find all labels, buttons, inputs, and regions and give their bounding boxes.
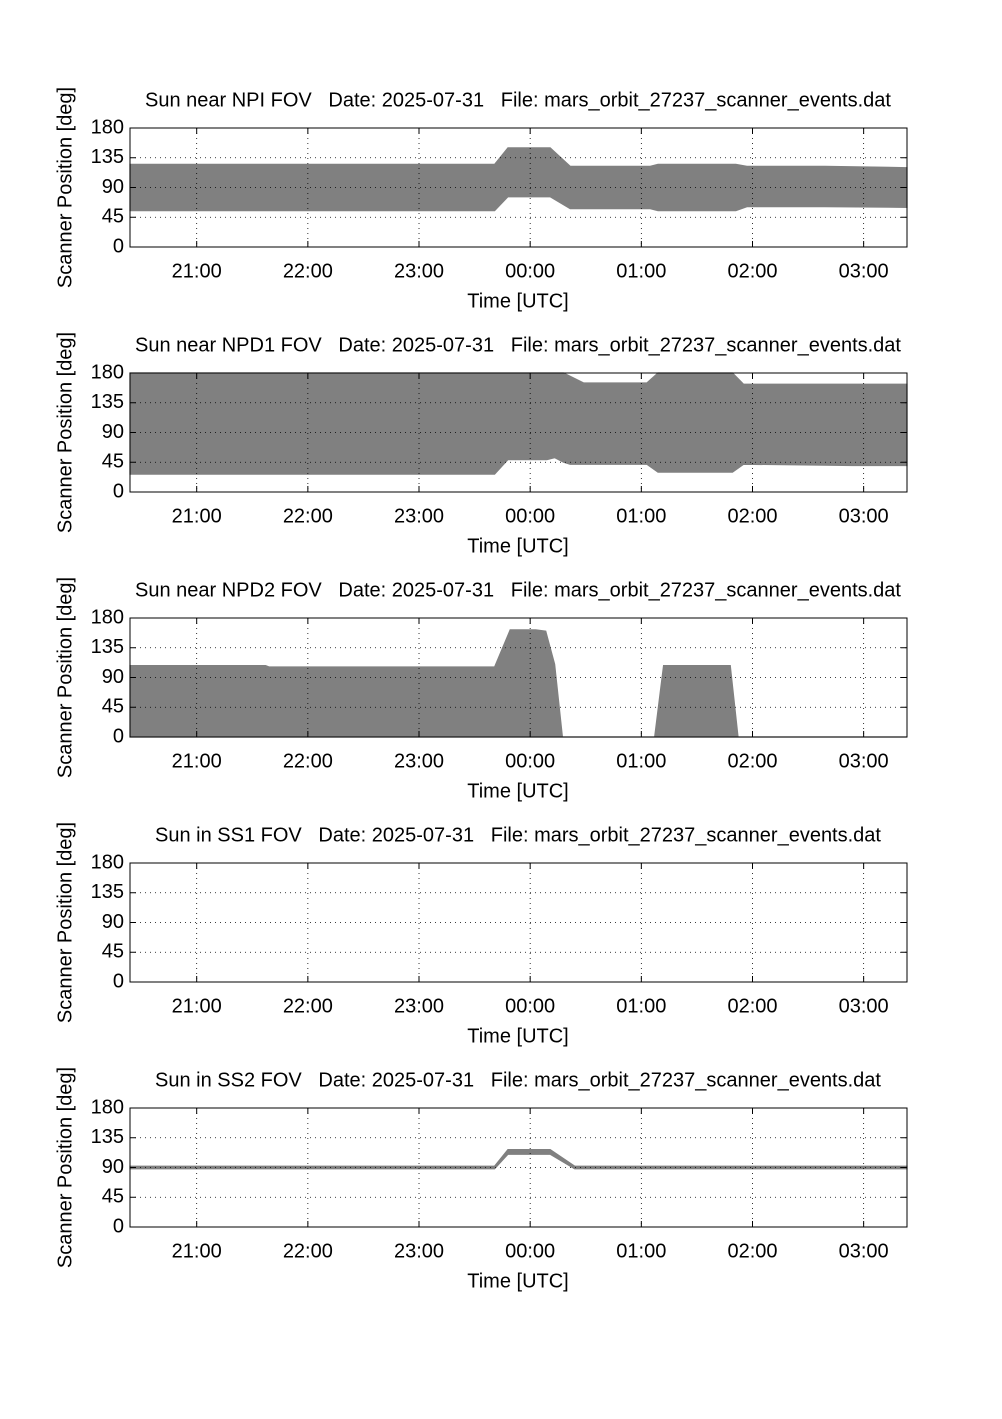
y-tick-label: 135 — [91, 146, 124, 168]
y-tick-label: 180 — [91, 606, 124, 628]
x-tick-label: 02:00 — [727, 995, 777, 1017]
y-tick-label: 45 — [102, 941, 124, 963]
x-tick-label: 03:00 — [839, 750, 889, 772]
x-tick-label: 02:00 — [727, 1240, 777, 1262]
panel: Sun near NPD1 FOV Date: 2025-07-31 File:… — [54, 332, 908, 557]
x-tick-label: 22:00 — [283, 750, 333, 772]
y-tick-label: 90 — [102, 911, 124, 933]
x-tick-label: 22:00 — [283, 995, 333, 1017]
y-tick-label: 180 — [91, 361, 124, 383]
panel: Sun near NPI FOV Date: 2025-07-31 File: … — [54, 87, 908, 312]
x-tick-label: 00:00 — [505, 505, 555, 527]
x-tick-label: 01:00 — [616, 995, 666, 1017]
x-tick-label: 03:00 — [839, 505, 889, 527]
x-tick-label: 23:00 — [394, 995, 444, 1017]
y-tick-label: 45 — [102, 206, 124, 228]
x-tick-label: 01:00 — [616, 505, 666, 527]
x-tick-label: 22:00 — [283, 1240, 333, 1262]
x-tick-label: 01:00 — [616, 750, 666, 772]
x-tick-label: 21:00 — [172, 1240, 222, 1262]
x-axis-label: Time [UTC] — [467, 1270, 568, 1292]
y-tick-label: 90 — [102, 666, 124, 688]
panel-title: Sun in SS1 FOV Date: 2025-07-31 File: ma… — [155, 824, 881, 846]
x-tick-label: 02:00 — [727, 750, 777, 772]
y-tick-label: 180 — [91, 851, 124, 873]
x-tick-label: 23:00 — [394, 1240, 444, 1262]
x-tick-label: 03:00 — [839, 995, 889, 1017]
y-tick-label: 135 — [91, 881, 124, 903]
x-tick-label: 00:00 — [505, 750, 555, 772]
panel: Sun near NPD2 FOV Date: 2025-07-31 File:… — [54, 577, 908, 802]
y-tick-label: 45 — [102, 451, 124, 473]
scanner-band — [129, 1149, 908, 1170]
x-tick-label: 02:00 — [727, 505, 777, 527]
panel-title: Sun in SS2 FOV Date: 2025-07-31 File: ma… — [155, 1069, 881, 1091]
scanner-band — [129, 372, 908, 475]
y-tick-label: 135 — [91, 1126, 124, 1148]
x-tick-label: 21:00 — [172, 505, 222, 527]
x-tick-label: 23:00 — [394, 505, 444, 527]
plot-frame — [129, 127, 908, 248]
y-tick-label: 135 — [91, 636, 124, 658]
y-tick-label: 45 — [102, 696, 124, 718]
y-axis-label: Scanner Position [deg] — [54, 332, 76, 533]
x-tick-label: 03:00 — [839, 1240, 889, 1262]
y-axis-label: Scanner Position [deg] — [54, 87, 76, 288]
x-tick-label: 22:00 — [283, 260, 333, 282]
y-axis-label: Scanner Position [deg] — [54, 1067, 76, 1268]
x-axis-label: Time [UTC] — [467, 290, 568, 312]
x-tick-label: 22:00 — [283, 505, 333, 527]
y-axis-label: Scanner Position [deg] — [54, 822, 76, 1023]
y-tick-label: 0 — [113, 480, 124, 502]
panel-title: Sun near NPD2 FOV Date: 2025-07-31 File:… — [135, 579, 901, 601]
y-tick-label: 180 — [91, 116, 124, 138]
x-tick-label: 00:00 — [505, 1240, 555, 1262]
y-tick-label: 135 — [91, 391, 124, 413]
y-axis-label: Scanner Position [deg] — [54, 577, 76, 778]
x-tick-label: 23:00 — [394, 750, 444, 772]
x-axis-label: Time [UTC] — [467, 1025, 568, 1047]
y-tick-label: 90 — [102, 1156, 124, 1178]
y-tick-label: 90 — [102, 176, 124, 198]
panel-title: Sun near NPD1 FOV Date: 2025-07-31 File:… — [135, 334, 901, 356]
panel-title: Sun near NPI FOV Date: 2025-07-31 File: … — [145, 89, 891, 111]
scanner-band — [129, 629, 907, 738]
x-tick-label: 21:00 — [172, 995, 222, 1017]
y-tick-label: 0 — [113, 1215, 124, 1237]
y-tick-label: 180 — [91, 1096, 124, 1118]
x-tick-label: 00:00 — [505, 995, 555, 1017]
y-tick-label: 0 — [113, 970, 124, 992]
x-tick-label: 21:00 — [172, 260, 222, 282]
x-tick-label: 01:00 — [616, 260, 666, 282]
plot-frame — [129, 617, 908, 738]
x-axis-label: Time [UTC] — [467, 780, 568, 802]
x-tick-label: 02:00 — [727, 260, 777, 282]
y-tick-label: 0 — [113, 235, 124, 257]
x-tick-label: 01:00 — [616, 1240, 666, 1262]
panel: Sun in SS1 FOV Date: 2025-07-31 File: ma… — [54, 822, 908, 1047]
x-tick-label: 21:00 — [172, 750, 222, 772]
plot-frame — [129, 1107, 908, 1228]
y-tick-label: 90 — [102, 421, 124, 443]
panel: Sun in SS2 FOV Date: 2025-07-31 File: ma… — [54, 1067, 908, 1292]
y-tick-label: 0 — [113, 725, 124, 747]
scanner-band — [129, 147, 908, 212]
x-tick-label: 00:00 — [505, 260, 555, 282]
x-axis-label: Time [UTC] — [467, 535, 568, 557]
plot-frame — [129, 862, 908, 983]
plot-frame — [129, 372, 908, 493]
x-tick-label: 23:00 — [394, 260, 444, 282]
y-tick-label: 45 — [102, 1186, 124, 1208]
x-tick-label: 03:00 — [839, 260, 889, 282]
